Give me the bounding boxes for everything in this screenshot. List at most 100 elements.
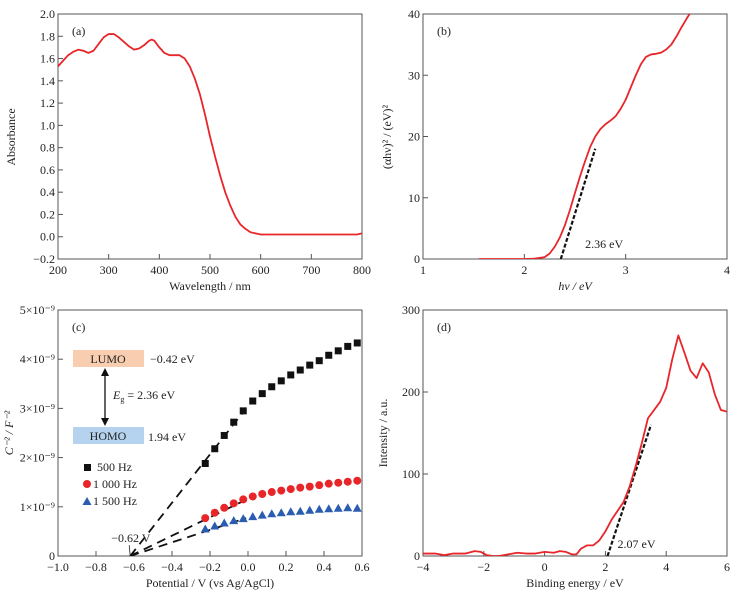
series-line — [478, 14, 691, 259]
data-point-1000hz — [248, 492, 257, 501]
legend-label-1500hz: 1 500 Hz — [93, 494, 137, 508]
data-point-500hz — [268, 383, 276, 391]
data-point-1500hz — [295, 506, 305, 515]
data-point-1000hz — [220, 503, 229, 512]
fit-line — [129, 517, 247, 556]
x-tick-label: 6 — [724, 560, 730, 574]
data-point-1500hz — [248, 512, 258, 521]
y-tick-label: 2.0 — [40, 7, 55, 21]
x-tick-label: −0.8 — [85, 560, 107, 574]
data-point-500hz — [344, 342, 352, 350]
data-point-1500hz — [267, 509, 277, 518]
annotation-label: −0.62 V — [111, 531, 151, 545]
y-tick-label: 0.6 — [40, 163, 55, 177]
y-tick-label: 10 — [408, 191, 420, 205]
data-point-500hz — [334, 347, 342, 355]
panel-a-ticks: 200 300 400 500 600 700 800 −0.2 0.0 0.2 0.4 0.6 0.8… — [33, 7, 371, 277]
y-tick-label: 0 — [414, 252, 420, 266]
x-tick-label: 3 — [623, 263, 629, 277]
panel-d-label: (d) — [437, 320, 451, 334]
y-tick-label: 40 — [408, 7, 420, 21]
lumo-box — [73, 350, 144, 367]
fit-line — [559, 148, 597, 259]
fit-line — [129, 496, 253, 556]
data-point-1000hz — [286, 485, 295, 494]
data-point-1000hz — [277, 486, 286, 495]
y-tick-label: 2×10⁻⁹ — [20, 451, 55, 465]
panel-d-frame — [422, 309, 728, 557]
series-line — [423, 334, 727, 556]
x-tick-label: −0.2 — [199, 560, 221, 574]
y-tick-label: 100 — [402, 467, 420, 481]
y-tick-label: 300 — [402, 303, 420, 317]
arrow-head-up-icon — [101, 368, 109, 376]
panel-c-ticks: −1.0 −0.8 −0.6 −0.4 −0.2 0.0 0.2 0.4 0.6 0 1×10⁻⁹ 2… — [20, 303, 370, 574]
panel-c-ylabel: C⁻² / F⁻² — [2, 410, 16, 455]
panel-c-xlabel: Potential / V (vs Ag/AgCl) — [146, 576, 274, 590]
x-tick-label: −4 — [417, 560, 430, 574]
arrow-head-down-icon — [101, 418, 109, 426]
data-point-500hz — [277, 377, 285, 385]
panel-a-absorbance: 200 300 400 500 600 700 800 −0.2 0.0 0.2 0.4 0.6 0.8… — [4, 7, 371, 293]
y-tick-label: 0 — [414, 549, 420, 563]
panel-c-plot: −0.62 V — [111, 339, 362, 557]
data-point-1500hz — [324, 504, 334, 513]
y-tick-label: 0 — [49, 549, 55, 563]
y-tick-label: 0.2 — [40, 207, 55, 221]
data-point-1000hz — [258, 490, 267, 499]
data-point-1500hz — [343, 503, 353, 512]
y-tick-label: 4×10⁻⁹ — [20, 352, 55, 366]
x-tick-label: −0.4 — [161, 560, 183, 574]
y-tick-label: 5×10⁻⁹ — [20, 303, 55, 317]
data-point-500hz — [315, 357, 323, 365]
y-tick-label: 1×10⁻⁹ — [20, 500, 55, 514]
data-point-1500hz — [333, 503, 343, 512]
y-tick-label: 0.0 — [40, 230, 55, 244]
data-point-500hz — [201, 460, 209, 468]
data-point-1500hz — [229, 516, 239, 525]
y-tick-label: 1.0 — [40, 118, 55, 132]
y-tick-label: 1.2 — [40, 96, 55, 110]
panel-a-plot — [58, 33, 362, 236]
homo-label: HOMO — [90, 429, 127, 443]
y-tick-label: 1.8 — [40, 29, 55, 43]
lumo-label: LUMO — [90, 352, 126, 366]
x-tick-label: 0.4 — [317, 560, 332, 574]
y-tick-label: 1.4 — [40, 74, 55, 88]
x-tick-label: 600 — [252, 263, 270, 277]
data-point-1500hz — [219, 518, 229, 527]
x-tick-label: 300 — [100, 263, 118, 277]
data-point-1500hz — [276, 508, 286, 517]
data-point-500hz — [230, 418, 238, 426]
panel-a-xlabel: Wavelength / nm — [169, 279, 251, 293]
legend-label-1000hz: 1 000 Hz — [93, 477, 137, 491]
data-point-1500hz — [238, 514, 248, 523]
x-tick-label: −1.0 — [47, 560, 69, 574]
homo-value: 1.94 eV — [148, 430, 186, 444]
annotation-arrow — [128, 545, 131, 557]
x-tick-label: 800 — [353, 263, 371, 277]
x-tick-label: 500 — [201, 263, 219, 277]
data-point-500hz — [211, 445, 219, 453]
panel-d-xps: −4 −2 0 2 4 6 0 100 200 300 2.07 eV (d) Binding e… — [376, 303, 730, 590]
data-point-500hz — [220, 431, 228, 439]
legend-marker-1500hz — [82, 497, 92, 505]
legend-marker-500hz — [84, 464, 91, 471]
x-tick-label: 2 — [521, 263, 527, 277]
x-tick-label: 1 — [420, 263, 426, 277]
data-point-1000hz — [296, 483, 305, 492]
panel-a-label: (a) — [72, 24, 85, 38]
panel-b-xlabel: hν / eV — [558, 279, 593, 293]
x-tick-label: 4 — [663, 560, 669, 574]
data-point-1500hz — [305, 505, 315, 514]
y-tick-label: 30 — [408, 68, 420, 82]
fit-line — [606, 424, 653, 556]
x-tick-label: 2 — [602, 560, 608, 574]
x-tick-label: −0.6 — [123, 560, 145, 574]
y-tick-label: −0.2 — [33, 252, 55, 266]
y-tick-label: 3×10⁻⁹ — [20, 401, 55, 415]
panel-c-mott-schottky: −1.0 −0.8 −0.6 −0.4 −0.2 0.0 0.2 0.4 0.6 0 1×10⁻⁹ 2… — [2, 303, 370, 590]
panel-c-label: (c) — [72, 320, 85, 334]
x-tick-label: 400 — [150, 263, 168, 277]
